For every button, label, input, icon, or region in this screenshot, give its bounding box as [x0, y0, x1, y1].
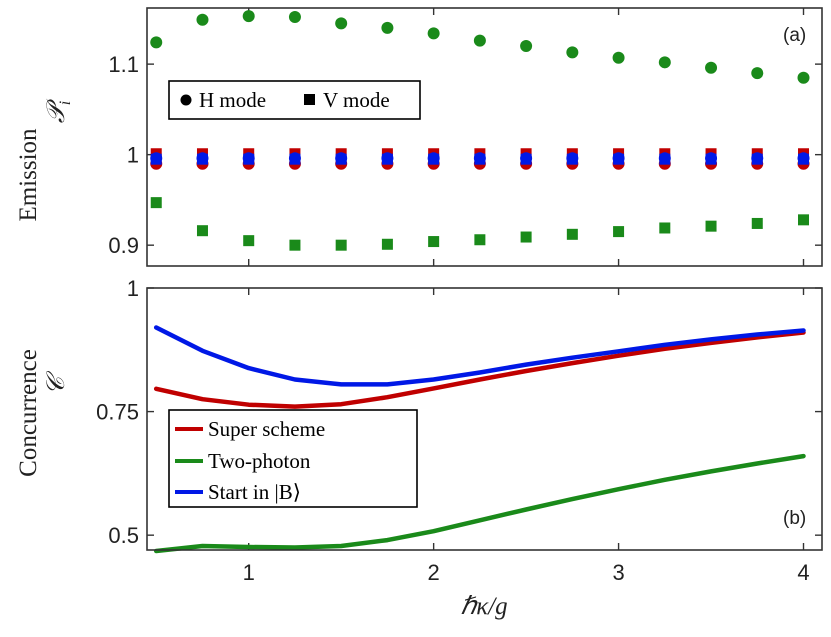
panel-b-xtick-label: 3 — [612, 560, 624, 585]
start-in-b-v-mode-point — [289, 153, 301, 165]
series-start-in-b-v-mode — [150, 153, 810, 165]
panel-b: Concurrence 𝒞 0.5 0.75 1 1 2 3 4 (b) ℏκ/g Supe… — [15, 276, 823, 620]
panel-a: Emission 𝒫i 0.9 1 1.1 (a) H mode V mode — [15, 7, 823, 267]
two-photon-v-mode-point — [751, 217, 763, 229]
panel-b-lines — [153, 325, 806, 554]
two-photon-h-mode-point — [705, 61, 718, 74]
two-photon-v-mode-point — [335, 239, 347, 251]
two-photon-v-mode-point — [520, 231, 532, 243]
panel-a-ticks: 0.9 1 1.1 — [108, 8, 822, 266]
two-photon-h-mode-point — [566, 46, 579, 59]
series-line-two-photon — [153, 453, 806, 554]
panel-b-legend-box — [168, 409, 418, 508]
legend-h-mode-label: H mode — [199, 88, 266, 112]
two-photon-h-mode-point — [520, 40, 533, 53]
panel-a-ytick-label: 1 — [127, 143, 139, 168]
panel-b-ytick-label: 1 — [127, 276, 139, 301]
start-in-b-v-mode-point — [520, 153, 532, 165]
two-photon-v-mode-point — [289, 239, 301, 251]
two-photon-h-mode-point — [381, 21, 394, 34]
panel-b-ytick-label: 0.75 — [96, 400, 139, 425]
panel-b-frame — [146, 287, 823, 551]
start-in-b-v-mode-point — [705, 153, 717, 165]
panel-a-label: (a) — [783, 25, 806, 46]
start-in-b-v-mode-point — [381, 153, 393, 165]
start-in-b-v-mode-point — [751, 153, 763, 165]
panel-a-frame — [146, 7, 823, 267]
panel-a-ylabel-sub: i — [57, 101, 74, 105]
panel-b-label: (b) — [783, 508, 806, 529]
two-photon-v-mode-point — [705, 220, 717, 232]
panel-b-ylabel-line2: 𝒞 — [43, 370, 70, 395]
start-in-b-v-mode-point — [335, 153, 347, 165]
start-in-b-v-mode-point — [659, 153, 671, 165]
panel-a-legend-box — [168, 80, 421, 120]
legend-v-mode-marker — [304, 94, 315, 105]
legend-h-mode-marker — [180, 94, 192, 106]
two-photon-v-mode-point — [243, 235, 255, 247]
panel-b-xtick-label: 2 — [428, 560, 440, 585]
two-photon-v-mode-point — [196, 225, 208, 237]
start-in-b-v-mode-point — [798, 153, 810, 165]
panel-b-xtick-label: 4 — [797, 560, 809, 585]
start-in-b-v-mode-point — [428, 153, 440, 165]
panel-b-ticks: 0.5 0.75 1 1 2 3 4 — [96, 276, 822, 585]
two-photon-h-mode-point — [150, 36, 163, 49]
two-photon-h-mode-point — [242, 10, 255, 23]
series-two-photon-h-mode — [150, 10, 810, 84]
two-photon-h-mode-point — [658, 56, 671, 69]
panel-b-ylabel-line1: Concurrence — [15, 349, 42, 477]
two-photon-h-mode-point — [288, 11, 301, 24]
two-photon-v-mode-point — [150, 197, 162, 209]
two-photon-v-mode-point — [474, 234, 486, 246]
two-photon-v-mode-point — [613, 226, 625, 238]
start-in-b-v-mode-point — [474, 153, 486, 165]
legend-super-scheme-label: Super scheme — [208, 417, 325, 441]
two-photon-v-mode-point — [798, 214, 810, 226]
two-photon-h-mode-point — [612, 51, 625, 64]
two-photon-h-mode-point — [751, 67, 764, 80]
panel-a-legend: H mode V mode — [168, 80, 421, 120]
legend-v-mode-label: V mode — [323, 88, 390, 112]
two-photon-h-mode-point — [335, 17, 348, 30]
panel-a-ylabel-symbol: 𝒫i — [43, 98, 74, 123]
two-photon-v-mode-point — [428, 236, 440, 248]
panel-b-ytick-label: 0.5 — [108, 523, 139, 548]
panel-a-ytick-label: 1.1 — [108, 52, 139, 77]
series-line-super-scheme — [153, 330, 806, 409]
two-photon-v-mode-point — [381, 238, 393, 250]
start-in-b-v-mode-point — [566, 153, 578, 165]
series-line-start-in-b — [153, 325, 806, 387]
x-axis-label: ℏκ/g — [460, 593, 507, 620]
two-photon-h-mode-point — [427, 27, 440, 40]
two-photon-v-mode-point — [659, 222, 671, 234]
two-photon-h-mode-point — [196, 13, 209, 26]
start-in-b-v-mode-point — [150, 153, 162, 165]
start-in-b-v-mode-point — [196, 153, 208, 165]
legend-start-in-b-label: Start in |B⟩ — [208, 480, 301, 504]
start-in-b-v-mode-point — [243, 153, 255, 165]
series-two-photon-v-mode — [150, 197, 810, 251]
two-photon-h-mode-point — [797, 71, 810, 84]
panel-b-legend: Super scheme Two-photon Start in |B⟩ — [168, 409, 418, 508]
panel-a-markers — [150, 10, 810, 251]
start-in-b-v-mode-point — [613, 153, 625, 165]
legend-two-photon-label: Two-photon — [208, 449, 311, 473]
two-photon-v-mode-point — [566, 228, 578, 240]
two-photon-h-mode-point — [473, 34, 486, 47]
panel-a-ylabel-line1: Emission — [15, 128, 42, 222]
panel-a-ytick-label: 0.9 — [108, 233, 139, 258]
panel-b-xtick-label: 1 — [243, 560, 255, 585]
